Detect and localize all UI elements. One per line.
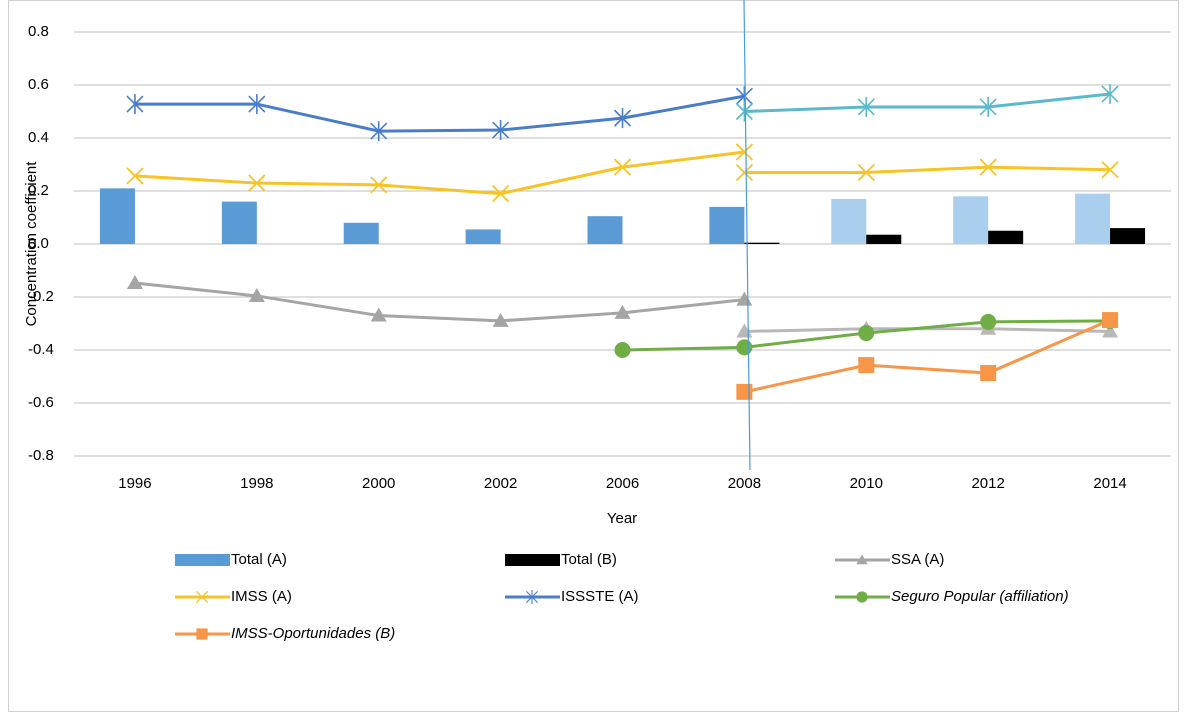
series-line xyxy=(134,281,745,323)
bar xyxy=(866,234,902,244)
y-tick-label: 0.6 xyxy=(28,76,49,93)
legend-item: SSA (A) xyxy=(835,551,944,568)
marker xyxy=(248,94,266,115)
y-axis-title: Concentration coefficient xyxy=(23,161,40,327)
legend-item: ISSSTE (A) xyxy=(505,588,639,605)
marker xyxy=(1101,84,1119,105)
marker xyxy=(857,96,875,117)
marker xyxy=(858,325,875,342)
legend-label: ISSSTE (A) xyxy=(561,588,639,605)
bar xyxy=(221,201,257,244)
marker xyxy=(492,120,510,141)
legend-item: IMSS-Oportunidades (B) xyxy=(175,625,395,642)
marker xyxy=(979,96,997,117)
marker xyxy=(614,342,631,358)
x-tick-label: 2000 xyxy=(362,475,395,492)
bar xyxy=(744,242,780,244)
legend-label: Seguro Popular (affiliation) xyxy=(891,588,1069,605)
y-tick-label: 0.8 xyxy=(28,23,49,40)
x-tick-label: 1998 xyxy=(240,475,273,492)
marker xyxy=(1102,323,1119,338)
marker xyxy=(1102,312,1119,329)
marker xyxy=(736,339,753,356)
x-tick-label: 2014 xyxy=(1093,475,1126,492)
bar xyxy=(831,198,867,244)
marker xyxy=(980,313,997,330)
marker xyxy=(736,383,753,400)
legend-label: IMSS (A) xyxy=(231,588,292,605)
y-tick-label: -0.2 xyxy=(28,288,54,305)
x-tick-label: 2002 xyxy=(484,475,517,492)
legend-item: Seguro Popular (affiliation) xyxy=(835,588,1069,605)
y-tick-label: -0.8 xyxy=(28,447,54,464)
bar xyxy=(587,216,623,244)
bar xyxy=(709,206,745,244)
marker xyxy=(613,158,632,176)
marker xyxy=(735,163,754,182)
legend-swatch xyxy=(175,554,230,566)
y-tick-label: 0.4 xyxy=(28,129,49,146)
marker xyxy=(492,312,509,327)
marker xyxy=(370,176,388,194)
series-line xyxy=(134,150,745,196)
marker xyxy=(126,94,144,115)
bar xyxy=(988,230,1024,244)
marker xyxy=(1101,161,1119,179)
legend-label: SSA (A) xyxy=(891,551,944,568)
marker xyxy=(248,174,266,192)
chart-frame xyxy=(8,0,1179,712)
x-axis-title: Year xyxy=(607,510,637,527)
marker xyxy=(857,163,875,182)
series-line xyxy=(744,318,1111,394)
series-line xyxy=(744,165,1111,174)
marker xyxy=(196,628,208,640)
bar xyxy=(343,222,379,244)
legend-label: IMSS-Oportunidades (B) xyxy=(231,625,395,642)
legend-item: Total (B) xyxy=(505,551,617,568)
legend-swatch xyxy=(505,554,560,566)
marker xyxy=(126,274,143,289)
marker xyxy=(491,185,510,203)
marker xyxy=(980,365,997,382)
y-tick-label: -0.6 xyxy=(28,394,54,411)
x-tick-label: 2006 xyxy=(606,475,639,492)
bar xyxy=(953,196,989,244)
marker xyxy=(614,304,631,319)
marker xyxy=(370,121,388,142)
x-tick-label: 2008 xyxy=(728,475,761,492)
marker xyxy=(979,158,997,176)
divider-line xyxy=(743,0,751,471)
marker xyxy=(613,108,632,129)
x-tick-label: 2010 xyxy=(850,475,883,492)
legend-label: Total (A) xyxy=(231,551,287,568)
legend-label: Total (B) xyxy=(561,551,617,568)
bar xyxy=(99,188,135,244)
legend-item: IMSS (A) xyxy=(175,588,292,605)
marker xyxy=(195,590,209,604)
series-line xyxy=(134,94,745,133)
marker xyxy=(126,167,144,185)
legend-item: Total (A) xyxy=(175,551,287,568)
marker xyxy=(735,143,754,161)
marker xyxy=(735,101,753,122)
marker xyxy=(370,307,387,322)
marker xyxy=(248,287,265,302)
series-line xyxy=(744,92,1111,113)
marker xyxy=(858,357,875,374)
bar xyxy=(1075,193,1111,244)
bar xyxy=(1110,228,1146,244)
marker xyxy=(856,591,868,603)
x-tick-label: 2012 xyxy=(971,475,1004,492)
y-tick-label: 0.0 xyxy=(28,235,49,252)
x-tick-label: 1996 xyxy=(118,475,151,492)
bar xyxy=(465,229,501,244)
marker xyxy=(856,554,868,565)
y-tick-label: 0.2 xyxy=(28,182,49,199)
y-tick-label: -0.4 xyxy=(28,341,54,358)
marker xyxy=(526,589,538,604)
